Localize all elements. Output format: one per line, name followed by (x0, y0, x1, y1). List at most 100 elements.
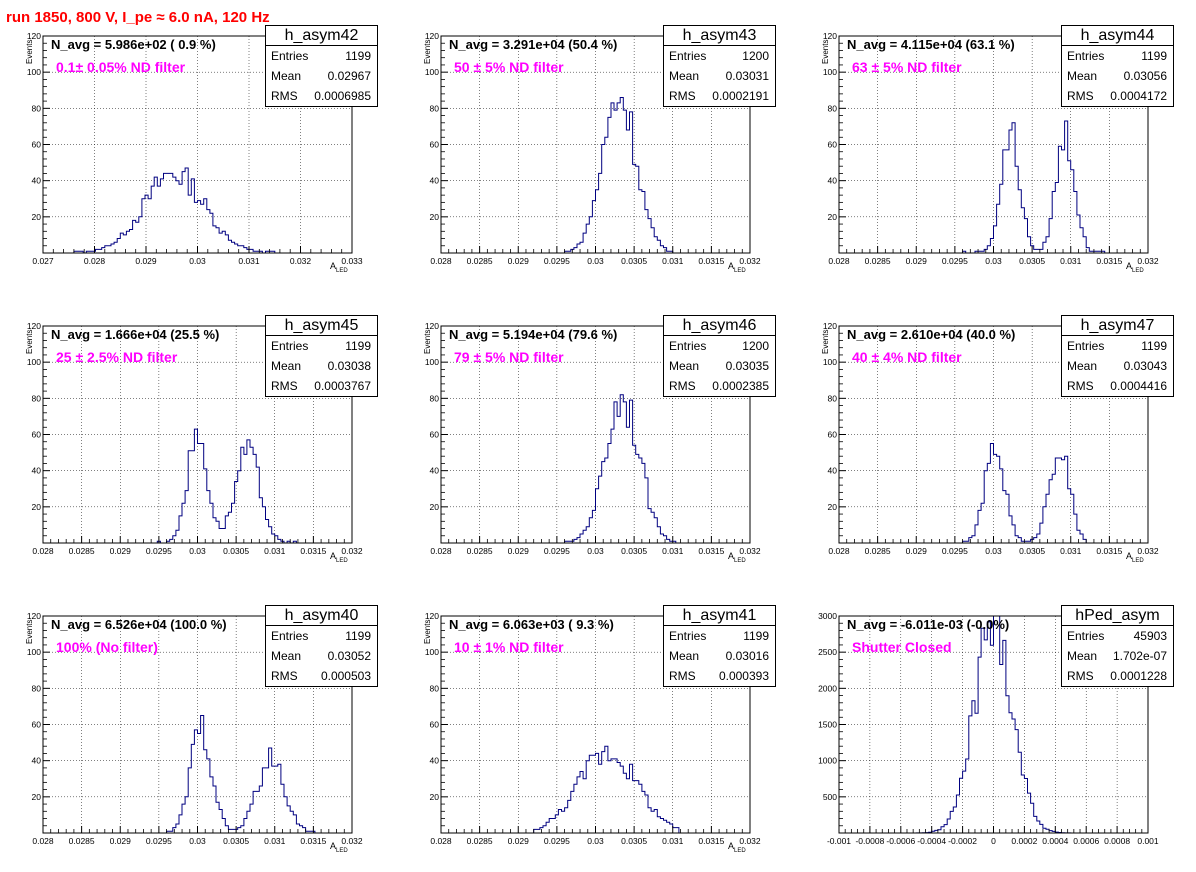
x-axis-title-main: A (330, 551, 337, 561)
x-axis-title-subscript: LED (734, 847, 746, 854)
x-tick-label: 0.029 (906, 546, 928, 556)
x-axis-title-main: A (728, 841, 735, 851)
stats-value-entries: 1200 (742, 339, 769, 353)
navg-label: N_avg = 4.115e+04 (63.1 %) (847, 37, 1015, 52)
stats-row-rms: RMS 0.0004416 (1062, 376, 1173, 396)
x-axis: 0.027 0.028 0.029 0.03 0.031 0.032 0.033 (32, 246, 363, 266)
x-tick-label: 0.031 (662, 836, 684, 846)
stats-box-title: h_asym40 (266, 606, 377, 626)
stats-row-rms: RMS 0.000393 (664, 666, 775, 686)
stats-value-entries: 1199 (345, 339, 371, 353)
grid (441, 616, 750, 833)
y-axis: 20 40 60 80 100 120 (27, 31, 50, 254)
y-tick-label: 40 (430, 176, 440, 186)
navg-label: N_avg = 2.610e+04 (40.0 %) (847, 327, 1016, 342)
histogram-svg-h_asym41: 0.028 0.0285 0.029 0.0295 0.03 0.0305 0.031 0.0… (425, 611, 761, 846)
x-axis-title-main: A (728, 261, 735, 271)
x-tick-label: 0.0008 (1104, 836, 1130, 846)
x-tick-label: 0.0295 (544, 546, 570, 556)
stats-row-entries: Entries 45903 (1062, 626, 1173, 646)
x-tick-label: 0.029 (508, 546, 530, 556)
y-axis: 20 40 60 80 100 120 (27, 321, 50, 544)
x-tick-label: 0.032 (739, 256, 761, 266)
stats-row-rms: RMS 0.0006985 (266, 86, 377, 106)
stats-value-mean: 0.03056 (1123, 69, 1167, 83)
x-tick-label: 0.031 (662, 256, 684, 266)
navg-label: N_avg = 5.986e+02 ( 0.9 %) (51, 37, 216, 52)
stats-label-mean: Mean (669, 359, 700, 373)
stats-value-rms: 0.0002385 (712, 379, 769, 393)
x-tick-label: 0.0305 (1019, 256, 1045, 266)
y-tick-label: 1000 (818, 756, 837, 766)
y-tick-label: 20 (828, 502, 838, 512)
stats-label-entries: Entries (1067, 629, 1105, 643)
y-tick-label: 60 (32, 720, 42, 730)
stats-box-title: h_asym47 (1062, 316, 1173, 336)
y-tick-label: 20 (828, 212, 838, 222)
stats-box: h_asym41 Entries 1199 Mean 0.03016 RMS 0.00039… (663, 605, 776, 687)
stats-row-rms: RMS 0.0001228 (1062, 666, 1173, 686)
x-axis-title-main: A (728, 551, 735, 561)
stats-row-mean: Mean 0.02967 (266, 66, 377, 86)
x-axis-title-subscript: LED (1132, 267, 1144, 274)
x-axis-title-main: A (330, 261, 337, 271)
stats-box: h_asym40 Entries 1199 Mean 0.03052 RMS 0.00050… (265, 605, 378, 687)
x-tick-label: 0.0305 (621, 836, 647, 846)
y-axis-title: Events (25, 329, 34, 354)
y-tick-label: 40 (828, 176, 838, 186)
stats-box-title: hPed_asym (1062, 606, 1173, 626)
x-tick-label: 0.03 (587, 256, 604, 266)
y-axis: 500 1000 1500 2000 2500 3000 (818, 611, 846, 834)
x-tick-label: 0.03 (189, 256, 206, 266)
histogram-pad-h_asym44: 0.028 0.0285 0.029 0.0295 0.03 0.0305 0.031 0.0… (796, 0, 1194, 290)
x-tick-label: 0.0295 (146, 546, 172, 556)
y-tick-label: 100 (27, 67, 41, 77)
stats-label-mean: Mean (669, 649, 700, 663)
stats-label-entries: Entries (1067, 339, 1105, 353)
y-axis-title: Events (423, 619, 432, 644)
x-tick-label: 0.0305 (223, 546, 249, 556)
stats-row-mean: Mean 0.03052 (266, 646, 377, 666)
x-axis: 0.028 0.0285 0.029 0.0295 0.03 0.0305 0.031 0.0… (430, 536, 761, 556)
x-tick-label: 0.0315 (1096, 256, 1122, 266)
y-tick-label: 60 (32, 430, 42, 440)
x-axis: 0.028 0.0285 0.029 0.0295 0.03 0.0305 0.031 0.0… (430, 826, 761, 846)
stats-row-entries: Entries 1199 (266, 626, 377, 646)
y-tick-label: 40 (828, 466, 838, 476)
navg-label: N_avg = 3.291e+04 (50.4 %) (449, 37, 618, 52)
x-axis: 0.028 0.0285 0.029 0.0295 0.03 0.0305 0.031 0.0… (430, 246, 761, 266)
y-tick-label: 60 (430, 720, 440, 730)
grid (43, 36, 352, 253)
stats-label-rms: RMS (669, 669, 696, 683)
stats-value-entries: 1199 (1141, 339, 1167, 353)
histogram-svg-h_asym43: 0.028 0.0285 0.029 0.0295 0.03 0.0305 0.031 0.0… (425, 31, 761, 266)
y-tick-label: 20 (32, 212, 42, 222)
histogram-pad-h_asym46: 0.028 0.0285 0.029 0.0295 0.03 0.0305 0.031 0.0… (398, 290, 796, 580)
histogram-pad-h_asym43: 0.028 0.0285 0.029 0.0295 0.03 0.0305 0.031 0.0… (398, 0, 796, 290)
stats-value-mean: 0.03035 (725, 359, 769, 373)
y-tick-label: 40 (32, 466, 42, 476)
y-axis: 20 40 60 80 100 120 (425, 611, 448, 834)
filter-label: 40 ± 4% ND filter (852, 349, 962, 365)
stats-row-rms: RMS 0.0002191 (664, 86, 775, 106)
y-tick-label: 80 (430, 393, 440, 403)
y-tick-label: 120 (425, 611, 439, 621)
grid (43, 326, 352, 543)
x-axis: -0.001 -0.0008 -0.0006 -0.0004 -0.0002 0 0.000… (827, 826, 1159, 846)
x-tick-label: 0.03 (985, 256, 1002, 266)
stats-row-mean: Mean 0.03038 (266, 356, 377, 376)
stats-label-mean: Mean (1067, 359, 1098, 373)
y-tick-label: 3000 (818, 611, 837, 621)
stats-box: h_asym43 Entries 1200 Mean 0.03031 RMS 0.00021… (663, 25, 776, 107)
y-axis-title: Events (423, 329, 432, 354)
x-tick-label: 0.032 (1137, 546, 1159, 556)
y-tick-label: 60 (828, 140, 838, 150)
y-tick-label: 60 (430, 140, 440, 150)
y-tick-label: 80 (430, 683, 440, 693)
y-tick-label: 120 (425, 31, 439, 41)
x-tick-label: 0.0285 (467, 546, 493, 556)
y-axis-title: Events (25, 39, 34, 64)
stats-value-mean: 1.702e-07 (1112, 649, 1167, 663)
x-tick-label: 0.0315 (698, 836, 724, 846)
histogram-svg-h_asym46: 0.028 0.0285 0.029 0.0295 0.03 0.0305 0.031 0.0… (425, 321, 761, 556)
